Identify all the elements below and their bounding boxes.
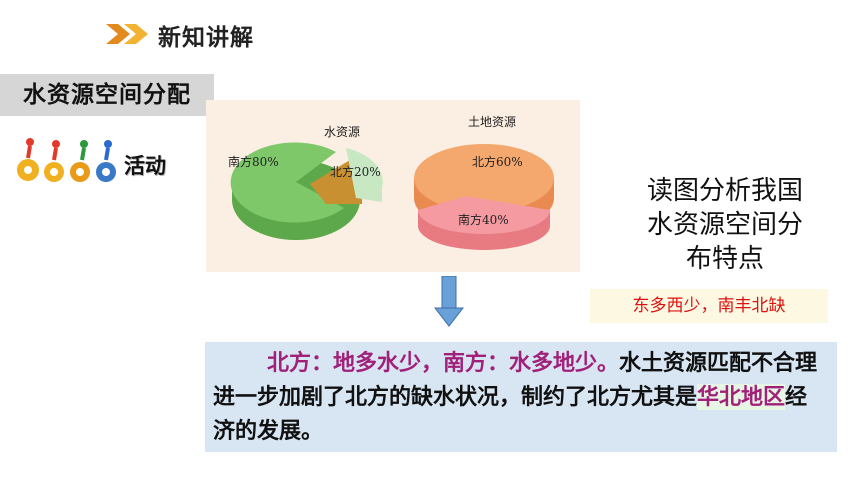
- water-slice-pull: [310, 160, 363, 204]
- down-arrow-icon: [434, 276, 464, 327]
- summary-box: 北方：地多水少，南方：水多地少。水土资源匹配不合理进一步加剧了北方的缺水状况，制…: [205, 342, 837, 452]
- question-text: 读图分析我国水资源空间分布特点: [646, 176, 803, 274]
- summary-text-2: 经济的发展。: [213, 384, 808, 444]
- answer-box: 东多西少，南丰北缺: [590, 289, 828, 323]
- land-chart-title: 土地资源: [468, 115, 516, 129]
- page-title: 新知讲解: [158, 25, 254, 51]
- land-slice-south: [418, 196, 550, 234]
- section-label: 水资源空间分配: [0, 74, 214, 116]
- pie-charts: 水资源 南方80% 北方20% 土地资源 北方60% 南方40%: [228, 115, 554, 250]
- double-chevron-right-icon: [106, 24, 148, 44]
- pie-chart-panel: 水资源 南方80% 北方20% 土地资源 北方60% 南方40%: [206, 100, 580, 272]
- water-slice-south: [230, 142, 344, 223]
- activity-label: 活动: [124, 154, 166, 178]
- water-slice-north: [346, 148, 383, 202]
- land-south-label: 南方40%: [458, 212, 509, 227]
- summary-region: 华北地区: [697, 384, 786, 410]
- summary-text-1: 水土资源匹配不合理进一步加剧了北方的缺水状况，制约了北方尤其是: [213, 350, 818, 410]
- water-north-label: 北方20%: [330, 164, 381, 179]
- land-north-label: 北方60%: [472, 154, 523, 169]
- water-chart-title: 水资源: [324, 125, 360, 139]
- summary-highlight: 北方：地多水少，南方：水多地少。: [267, 350, 620, 376]
- land-slice-north: [414, 144, 554, 212]
- land-pie: [414, 144, 554, 250]
- water-south-label: 南方80%: [228, 154, 279, 169]
- running-gears-icon: [17, 138, 116, 182]
- water-pie: [230, 142, 383, 240]
